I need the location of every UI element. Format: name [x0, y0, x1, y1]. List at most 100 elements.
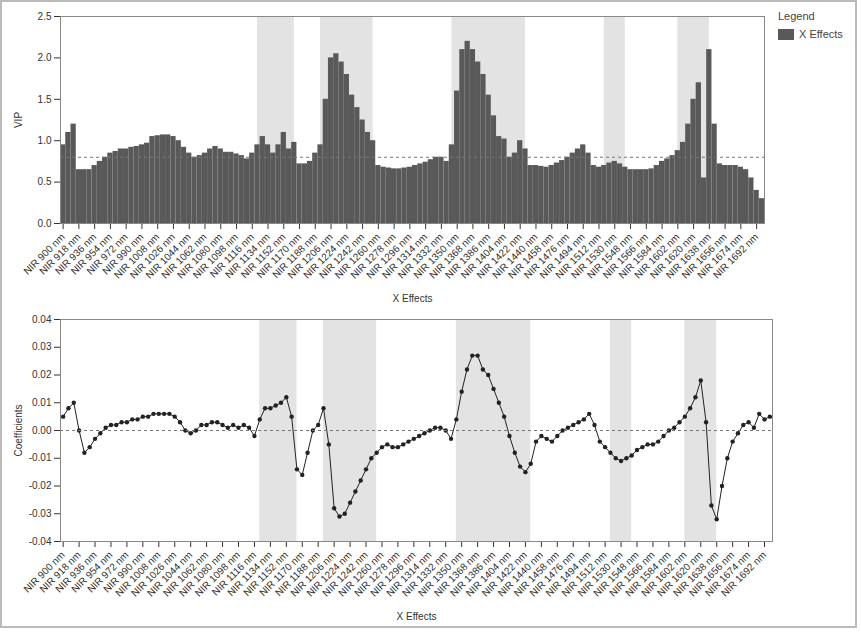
svg-text:NIR 1458 nm: NIR 1458 nm: [511, 549, 561, 599]
svg-text:-0.01: -0.01: [29, 452, 52, 463]
svg-text:NIR 1098 nm: NIR 1098 nm: [192, 549, 243, 599]
svg-text:NIR 1674 nm: NIR 1674 nm: [702, 549, 753, 599]
svg-text:NIR 1440 nm: NIR 1440 nm: [495, 549, 545, 599]
svg-text:NIR 1494 nm: NIR 1494 nm: [537, 231, 587, 281]
svg-text:0.00: 0.00: [32, 425, 52, 436]
svg-text:NIR 1584 nm: NIR 1584 nm: [616, 231, 666, 281]
svg-text:1.0: 1.0: [38, 135, 52, 146]
svg-text:0.03: 0.03: [32, 341, 52, 352]
svg-text:NIR 1620 nm: NIR 1620 nm: [655, 549, 705, 599]
svg-text:NIR 1044 nm: NIR 1044 nm: [144, 549, 195, 599]
svg-text:Coefficients: Coefficients: [13, 404, 24, 456]
svg-text:2.0: 2.0: [38, 52, 52, 63]
svg-text:NIR 1476 nm: NIR 1476 nm: [521, 231, 572, 281]
svg-text:NIR 1674 nm: NIR 1674 nm: [695, 231, 745, 281]
svg-text:NIR 1440 nm: NIR 1440 nm: [490, 231, 540, 281]
svg-text:0.01: 0.01: [32, 397, 52, 408]
svg-text:NIR 1224 nm: NIR 1224 nm: [301, 231, 351, 281]
svg-text:NIR 1008 nm: NIR 1008 nm: [113, 549, 163, 599]
svg-text:NIR 1170 nm: NIR 1170 nm: [257, 549, 306, 599]
svg-text:NIR 1206 nm: NIR 1206 nm: [288, 549, 338, 599]
svg-text:NIR 1188 nm: NIR 1188 nm: [270, 231, 319, 281]
svg-text:NIR 1602 nm: NIR 1602 nm: [639, 549, 689, 599]
svg-text:NIR 1314 nm: NIR 1314 nm: [379, 231, 430, 281]
svg-text:NIR 1260 nm: NIR 1260 nm: [332, 231, 382, 281]
svg-text:NIR 1656 nm: NIR 1656 nm: [679, 231, 729, 281]
svg-text:NIR 1152 nm: NIR 1152 nm: [238, 231, 288, 281]
svg-text:NIR 1602 nm: NIR 1602 nm: [632, 231, 682, 281]
svg-text:NIR 1278 nm: NIR 1278 nm: [352, 549, 402, 599]
svg-text:NIR 1098 nm: NIR 1098 nm: [190, 231, 241, 281]
svg-text:NIR 1548 nm: NIR 1548 nm: [584, 231, 635, 281]
svg-text:NIR 1494 nm: NIR 1494 nm: [543, 549, 593, 599]
svg-text:NIR 1566 nm: NIR 1566 nm: [600, 231, 650, 281]
svg-text:NIR 1512 nm: NIR 1512 nm: [559, 549, 609, 599]
svg-text:NIR 1386 nm: NIR 1386 nm: [442, 231, 493, 281]
svg-text:NIR 1314 nm: NIR 1314 nm: [384, 549, 434, 599]
svg-text:NIR 1692 nm: NIR 1692 nm: [719, 549, 768, 598]
svg-text:NIR 1368 nm: NIR 1368 nm: [427, 231, 477, 281]
svg-text:VIP: VIP: [13, 112, 24, 128]
svg-text:NIR 1224 nm: NIR 1224 nm: [304, 549, 354, 599]
svg-text:NIR 1638 nm: NIR 1638 nm: [670, 549, 721, 599]
svg-text:NIR 1692 nm: NIR 1692 nm: [711, 231, 760, 280]
svg-text:NIR 1368 nm: NIR 1368 nm: [431, 549, 482, 599]
svg-text:NIR 1080 nm: NIR 1080 nm: [175, 231, 225, 281]
svg-text:NIR 1458 nm: NIR 1458 nm: [506, 231, 556, 281]
svg-text:NIR 1620 nm: NIR 1620 nm: [647, 231, 698, 281]
svg-text:NIR 1584 nm: NIR 1584 nm: [623, 549, 673, 599]
svg-text:NIR 1296 nm: NIR 1296 nm: [364, 231, 414, 281]
svg-text:NIR 1080 nm: NIR 1080 nm: [176, 549, 227, 599]
svg-text:NIR 1530 nm: NIR 1530 nm: [569, 231, 619, 281]
svg-text:NIR 1476 nm: NIR 1476 nm: [527, 549, 577, 599]
svg-text:NIR 1278 nm: NIR 1278 nm: [348, 231, 398, 281]
svg-text:NIR 1332 nm: NIR 1332 nm: [400, 549, 450, 599]
svg-text:NIR 1026 nm: NIR 1026 nm: [127, 231, 178, 281]
svg-text:NIR 1242 nm: NIR 1242 nm: [316, 231, 367, 281]
svg-text:2.5: 2.5: [38, 11, 52, 22]
svg-text:0.02: 0.02: [32, 369, 52, 380]
svg-text:NIR 1422 nm: NIR 1422 nm: [474, 231, 524, 281]
svg-text:NIR 1152 nm: NIR 1152 nm: [241, 549, 290, 599]
svg-text:-0.04: -0.04: [29, 536, 52, 547]
svg-text:X Effects: X Effects: [397, 611, 437, 622]
svg-text:NIR 900 nm: NIR 900 nm: [21, 231, 67, 277]
svg-text:NIR 1350 nm: NIR 1350 nm: [411, 231, 461, 281]
svg-text:NIR 1044 nm: NIR 1044 nm: [143, 231, 193, 281]
svg-text:NIR 1404 nm: NIR 1404 nm: [463, 549, 514, 599]
svg-text:NIR 1170 nm: NIR 1170 nm: [254, 231, 304, 281]
svg-text:-0.03: -0.03: [29, 508, 52, 519]
svg-text:NIR 1296 nm: NIR 1296 nm: [368, 549, 418, 599]
svg-text:NIR 1188 nm: NIR 1188 nm: [273, 549, 322, 599]
svg-text:NIR 1656 nm: NIR 1656 nm: [686, 549, 737, 599]
svg-text:X Effects: X Effects: [393, 293, 433, 304]
svg-text:NIR 1242 nm: NIR 1242 nm: [320, 549, 370, 599]
svg-text:NIR 1116 nm: NIR 1116 nm: [207, 231, 256, 280]
svg-text:NIR 936 nm: NIR 936 nm: [52, 231, 99, 277]
svg-text:NIR 1386 nm: NIR 1386 nm: [447, 549, 498, 599]
svg-text:NIR 1116 nm: NIR 1116 nm: [209, 549, 259, 598]
svg-text:NIR 1008 nm: NIR 1008 nm: [111, 231, 162, 281]
svg-text:0.0: 0.0: [38, 218, 52, 229]
svg-text:NIR 918 nm: NIR 918 nm: [37, 231, 83, 277]
svg-text:NIR 1350 nm: NIR 1350 nm: [415, 549, 466, 599]
svg-text:NIR 1134 nm: NIR 1134 nm: [222, 231, 272, 281]
svg-text:NIR 1530 nm: NIR 1530 nm: [575, 549, 625, 599]
svg-text:NIR 1566 nm: NIR 1566 nm: [607, 549, 657, 599]
svg-text:NIR 1404 nm: NIR 1404 nm: [458, 231, 509, 281]
svg-text:NIR 1512 nm: NIR 1512 nm: [553, 231, 603, 281]
svg-text:1.5: 1.5: [38, 94, 52, 105]
svg-text:NIR 1134 nm: NIR 1134 nm: [225, 549, 275, 599]
svg-text:0.5: 0.5: [38, 176, 52, 187]
svg-text:NIR 1026 nm: NIR 1026 nm: [129, 549, 179, 599]
svg-text:NIR 1062 nm: NIR 1062 nm: [160, 549, 211, 599]
svg-text:NIR 1260 nm: NIR 1260 nm: [336, 549, 386, 599]
svg-text:NIR 1206 nm: NIR 1206 nm: [285, 231, 335, 281]
svg-text:NIR 1638 nm: NIR 1638 nm: [663, 231, 713, 281]
svg-text:NIR 1548 nm: NIR 1548 nm: [591, 549, 641, 599]
svg-text:NIR 1062 nm: NIR 1062 nm: [159, 231, 209, 281]
svg-text:-0.02: -0.02: [29, 480, 52, 491]
svg-text:0.04: 0.04: [32, 314, 52, 325]
svg-text:NIR 1332 nm: NIR 1332 nm: [395, 231, 446, 281]
svg-text:NIR 1422 nm: NIR 1422 nm: [479, 549, 530, 599]
